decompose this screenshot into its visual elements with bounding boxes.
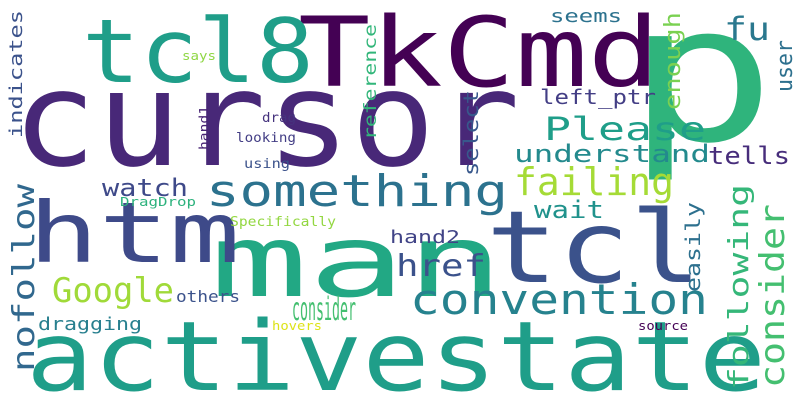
word-source: source bbox=[638, 319, 688, 333]
word-watch: watch bbox=[102, 174, 188, 202]
word-using: using bbox=[244, 157, 290, 172]
word-tcl8: tcl8 bbox=[82, 0, 314, 103]
word-hovers: hovers bbox=[272, 319, 322, 333]
word-rel: consider bbox=[292, 290, 356, 328]
word-looking: looking bbox=[236, 131, 296, 146]
word-tkcmd: TkCmd bbox=[298, 0, 660, 109]
word-consider: consider bbox=[753, 204, 793, 388]
word-following: following bbox=[722, 184, 755, 390]
word-enough: enough bbox=[661, 12, 686, 110]
word-something: something bbox=[206, 166, 508, 217]
word-wait: wait bbox=[534, 196, 604, 224]
word-hand1: hand1 bbox=[197, 106, 211, 150]
word-hand2: hand2 bbox=[390, 227, 460, 248]
word-dragdrop: DragDrop bbox=[120, 195, 196, 209]
word-convention: convention bbox=[410, 275, 708, 324]
word-google: Google bbox=[52, 271, 174, 311]
word-activestate: activestate bbox=[26, 301, 766, 400]
word-left-ptr: left_ptr bbox=[540, 85, 656, 109]
word-drag: drag bbox=[262, 111, 296, 126]
word-man: man bbox=[210, 203, 504, 320]
word-understand: understand bbox=[514, 140, 710, 168]
word-easily: easily bbox=[681, 202, 705, 292]
word-specifically: Specifically bbox=[230, 215, 336, 230]
word-tells: tells bbox=[708, 142, 790, 170]
word-cursor: cursor bbox=[12, 43, 520, 197]
word-failing: failing bbox=[514, 160, 674, 204]
word-htm: htm bbox=[28, 184, 240, 282]
word-nofollow: nofollow bbox=[7, 183, 42, 372]
word-seems: seems bbox=[550, 6, 622, 27]
word-please: Please bbox=[544, 110, 706, 148]
word-select: select bbox=[459, 90, 483, 176]
word-indicates: indicates bbox=[6, 10, 27, 138]
word-fu: fu bbox=[724, 10, 770, 48]
word-tcl: tcl bbox=[486, 189, 702, 306]
word-others: others bbox=[176, 287, 240, 306]
word-user: user bbox=[773, 40, 798, 92]
word-href: href bbox=[396, 249, 486, 284]
word-reference: reference bbox=[361, 24, 381, 140]
word-says: says bbox=[182, 49, 216, 63]
word-p: p bbox=[626, 0, 776, 185]
word-dragging: dragging bbox=[38, 314, 142, 335]
